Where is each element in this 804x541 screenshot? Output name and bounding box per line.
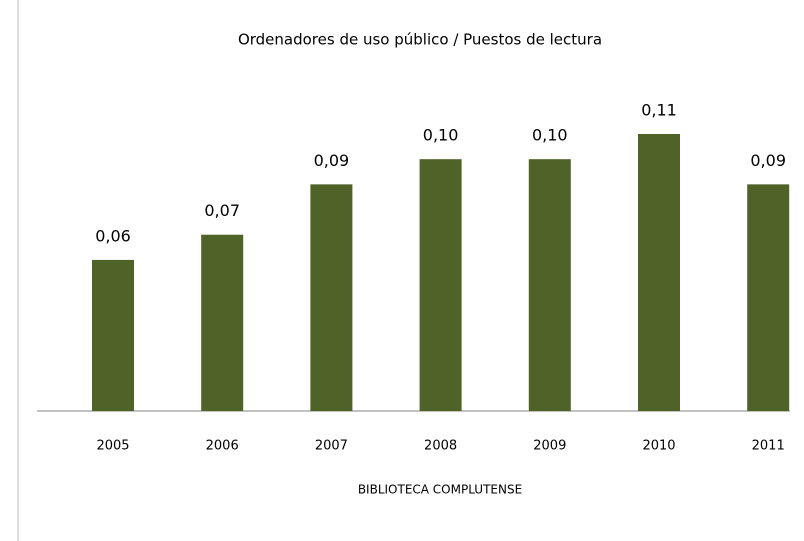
data-label: 0,09 bbox=[750, 151, 786, 170]
x-tick-label: 2009 bbox=[533, 439, 566, 454]
data-label: 0,09 bbox=[314, 151, 350, 170]
bar bbox=[92, 259, 134, 411]
x-tick-label: 2005 bbox=[96, 439, 129, 454]
x-tick-label: 2011 bbox=[752, 439, 785, 454]
x-tick-label: 2010 bbox=[642, 439, 675, 454]
data-label: 0,11 bbox=[641, 101, 677, 120]
data-label: 0,10 bbox=[532, 126, 568, 145]
data-label: 0,06 bbox=[95, 226, 131, 245]
x-tick-label: 2007 bbox=[315, 439, 348, 454]
data-label: 0,10 bbox=[423, 126, 459, 145]
bar bbox=[638, 134, 680, 411]
bar bbox=[201, 234, 244, 411]
data-label: 0,07 bbox=[204, 201, 240, 220]
x-tick-label: 2006 bbox=[206, 439, 239, 454]
x-tick-label: 2008 bbox=[424, 439, 457, 454]
x-axis-title: BIBLIOTECA COMPLUTENSE bbox=[358, 483, 522, 497]
chart-title: Ordenadores de uso público / Puestos de … bbox=[238, 31, 602, 49]
bar bbox=[310, 184, 353, 411]
bar bbox=[419, 159, 462, 411]
bar bbox=[747, 184, 790, 411]
bar bbox=[528, 159, 571, 411]
